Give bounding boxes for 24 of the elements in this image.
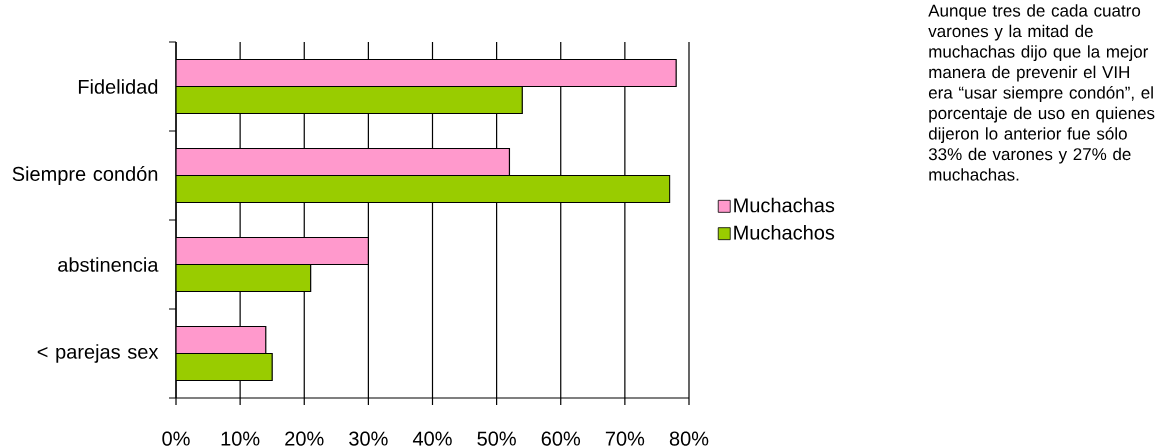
bar — [176, 85, 523, 115]
y-tick-label: Fidelidad — [78, 79, 158, 94]
bar — [176, 352, 273, 382]
x-tick-label: 0% — [162, 431, 190, 446]
x-tick-label: 10% — [221, 431, 260, 446]
x-tick-label: 50% — [477, 431, 516, 446]
x-tick-label: 30% — [349, 431, 388, 446]
y-tick-label: < parejas sex — [37, 344, 159, 363]
y-tick-label: Siempre condón — [12, 166, 158, 185]
x-tick-label: 20% — [285, 431, 324, 446]
x-tick-label: 40% — [412, 431, 452, 446]
legend-label: Muchachas — [734, 197, 835, 213]
text: Aunque tres de cada cuatro varones y la mitad de muchachas dijo que la mejor manera de prevenir el VIH era “usar siempre condón”, el porcentaje de uso en quienes dijeron lo anterior fue sólo 33% de varones y 27% de muchachas. — [928, 4, 1155, 181]
bar — [176, 174, 671, 204]
y-tick-label: abstinencia — [58, 257, 159, 272]
bar — [176, 236, 369, 266]
bar — [176, 147, 511, 177]
x-tick-label: 70% — [605, 431, 645, 446]
bar — [176, 263, 312, 293]
legend-label: Muchachos — [734, 225, 835, 240]
x-tick-label: 80% — [669, 431, 709, 446]
bar — [176, 325, 267, 355]
x-tick-label: 60% — [541, 431, 581, 446]
bar — [176, 58, 677, 88]
